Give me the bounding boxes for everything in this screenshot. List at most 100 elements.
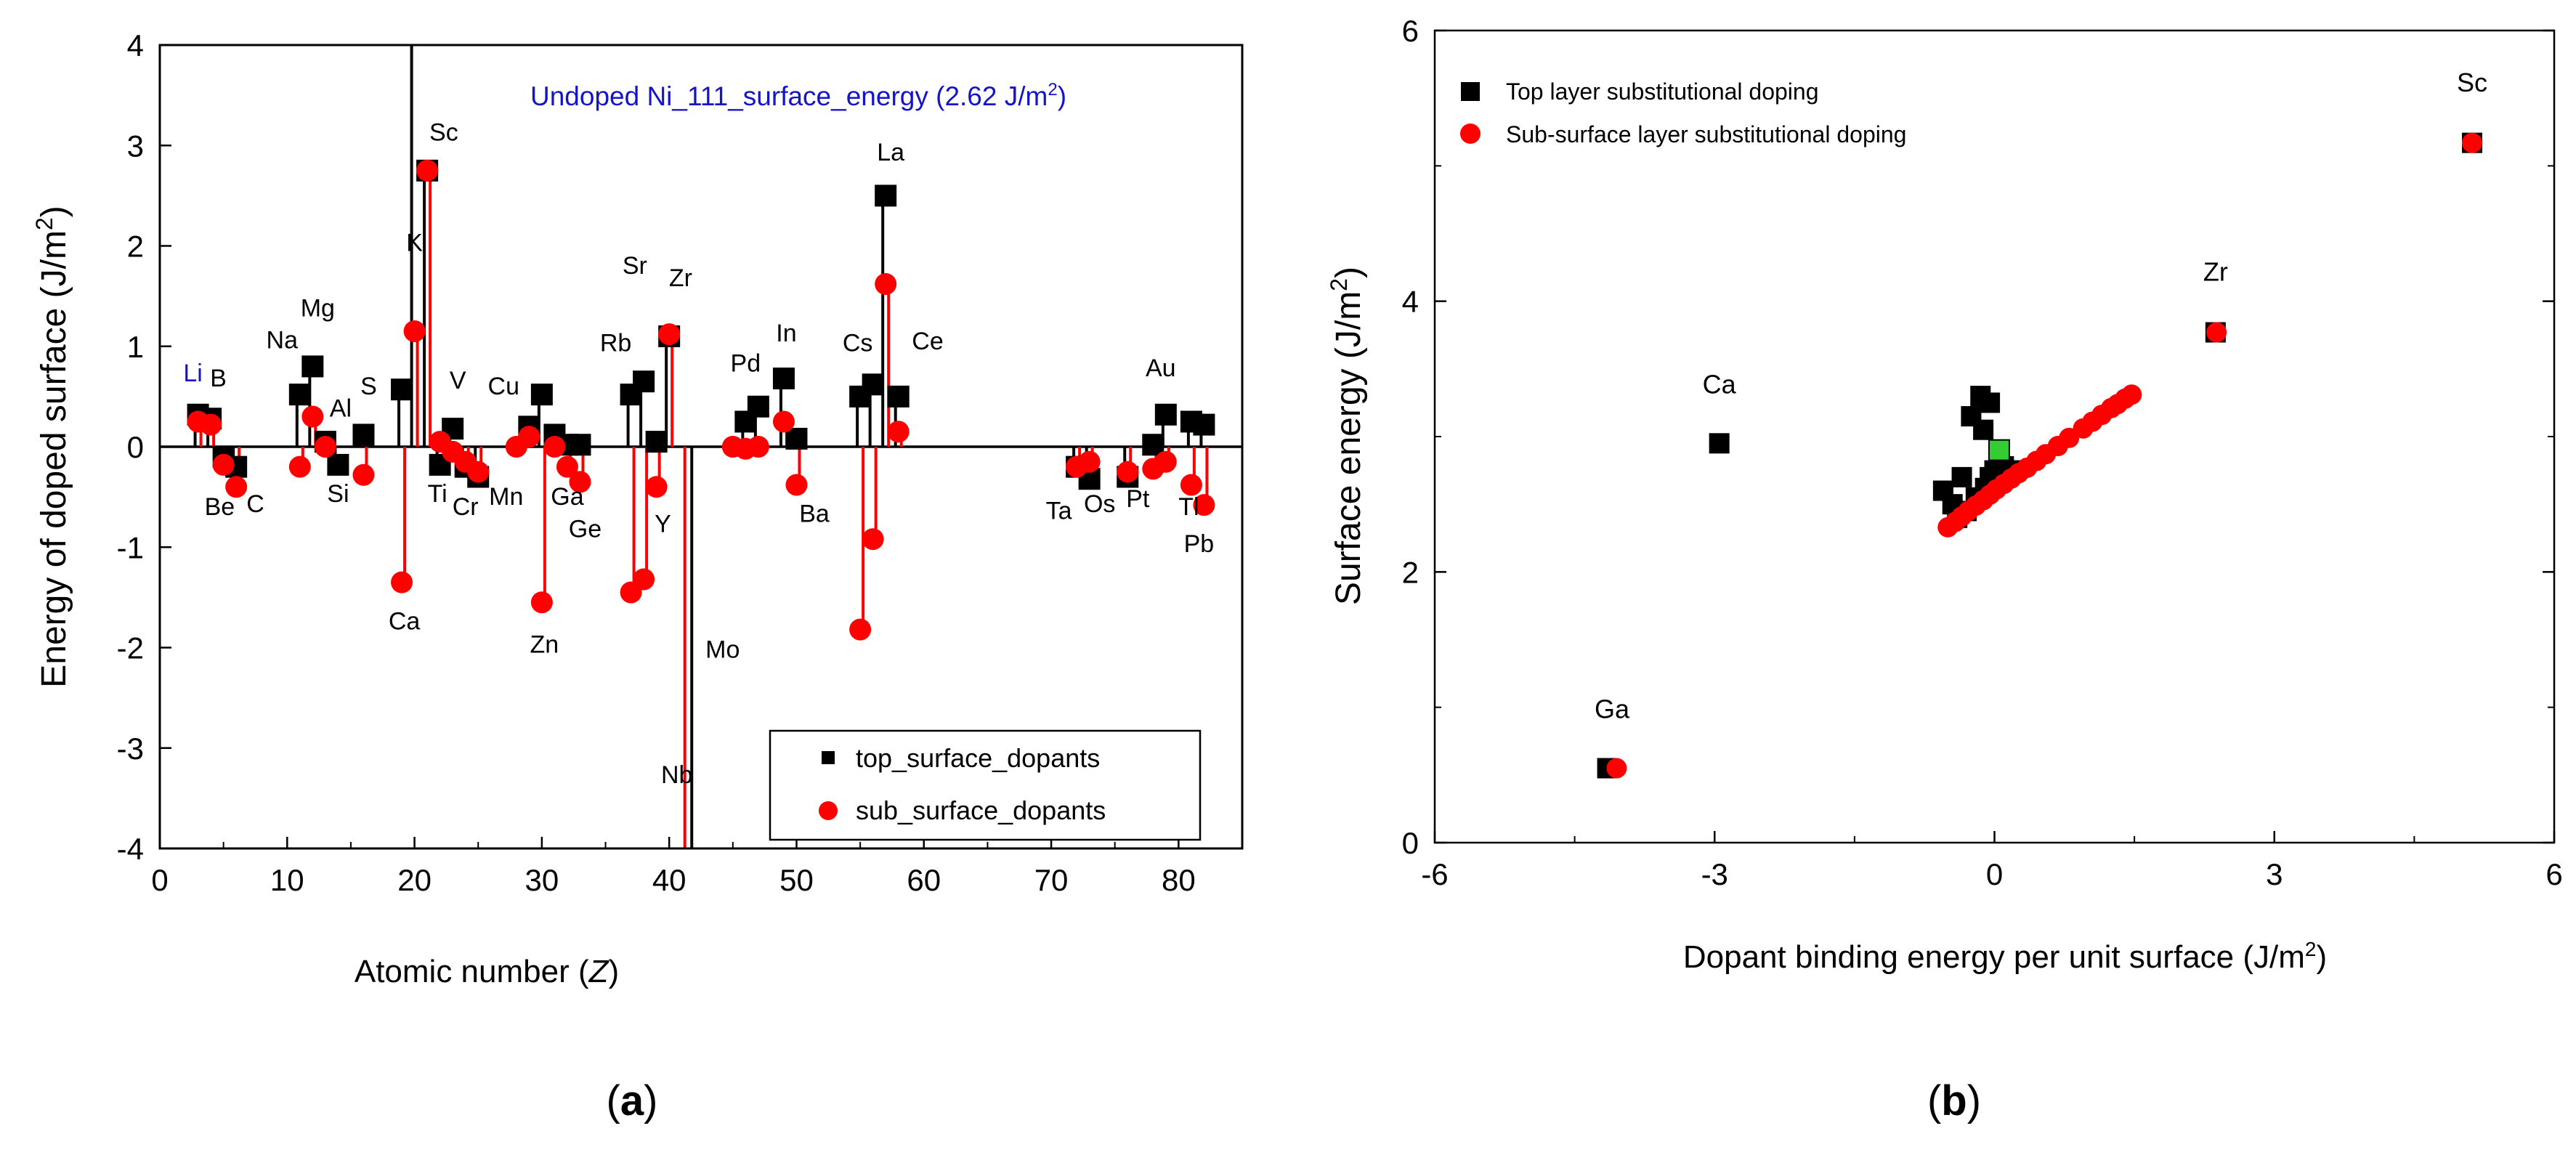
- panel-a-element-label: C: [246, 490, 264, 518]
- panel-a-element-label: Na: [267, 327, 299, 354]
- sub-dopant-point: [772, 410, 795, 433]
- sub-dopant-point: [1154, 450, 1177, 473]
- panel-a-element-label: Nb: [661, 761, 692, 789]
- panel-b-point-labels: Sc Zr Ca Ga: [1595, 68, 2487, 724]
- panel-a-element-label: Ge: [569, 515, 602, 543]
- panel-a-element-label: Be: [205, 493, 235, 521]
- sub-dopant-point: [645, 476, 668, 498]
- top-dopant-point: [391, 378, 413, 401]
- panel-b-legend-top-marker: [1461, 82, 1480, 101]
- sub-dopant-point: [862, 528, 884, 551]
- panel-a-y-tick-label: 3: [127, 129, 144, 163]
- sub-surface-point: [2206, 322, 2227, 343]
- top-dopant-point: [785, 427, 808, 450]
- top-dopant-point: [1193, 413, 1215, 436]
- sub-dopant-point: [288, 455, 311, 478]
- panel-a-element-label: Mo: [705, 636, 740, 663]
- panel-b-legend-sub-label: Sub-surface layer substitutional doping: [1506, 121, 1906, 147]
- top-dopant-point: [1142, 434, 1165, 456]
- sub-dopant-point: [352, 463, 375, 486]
- panel-a-legend-box: [769, 729, 1202, 841]
- sub-dopant-point: [785, 474, 808, 496]
- panel-a-element-label: Ca: [389, 608, 421, 636]
- panel-b-y-axis-label: Surface energy (J/m2): [1326, 267, 1368, 605]
- panel-a-y-tick-label: -4: [117, 832, 144, 866]
- panel-a-caption: (a): [607, 1077, 658, 1124]
- sub-dopant-point: [530, 591, 553, 614]
- sub-dopant-point: [658, 323, 681, 346]
- sub-dopant-point: [200, 413, 222, 436]
- top-dopant-point: [301, 355, 324, 378]
- panel-a-element-label: Os: [1084, 490, 1115, 518]
- sub-surface-point: [2121, 384, 2142, 405]
- panel-a-x-tick-label: 20: [397, 863, 432, 897]
- panel-a-axis-ticks: 0 10 20 30 40 50 60 70 80 -4 -3 -2 -1 0 1 2 3 4: [117, 28, 1196, 897]
- sub-surface-point: [1606, 758, 1627, 779]
- panel-a-element-label: Ce: [912, 328, 943, 355]
- sub-dopant-point: [543, 436, 566, 458]
- panel-a-element-label: Cu: [488, 373, 519, 400]
- top-dopant-point: [530, 384, 553, 406]
- panel-a-x-tick-label: 0: [151, 863, 168, 897]
- sub-dopant-point: [569, 471, 591, 493]
- panel-a-element-label: Al: [330, 395, 352, 423]
- panel-b-x-tick-label: 0: [1986, 857, 2003, 891]
- panel-a-element-label: Pt: [1126, 485, 1150, 513]
- panel-a-element-label: S: [360, 373, 377, 400]
- panel-a-element-label: Pd: [731, 349, 761, 377]
- top-dopant-point: [327, 453, 349, 476]
- panel-b-caption: (b): [1927, 1077, 1981, 1124]
- panel-b-x-tick-label: -3: [1701, 857, 1728, 891]
- panel-a-legend-top-label: top_surface_dopants: [856, 743, 1100, 773]
- panel-a-x-tick-label: 30: [525, 863, 559, 897]
- panel-b-element-label: Zr: [2203, 257, 2228, 287]
- panel-b-legend-sub-marker: [1460, 123, 1481, 144]
- top-dopant-point: [352, 423, 375, 446]
- panel-a-x-axis-label: Atomic number (Z): [355, 954, 619, 989]
- panel-a-element-label: Mg: [301, 294, 335, 322]
- panel-a-element-label: Zn: [530, 631, 559, 658]
- highlight-point: [1988, 439, 2010, 461]
- top-layer-point: [1951, 466, 1972, 487]
- panel-b-x-tick-label: 3: [2266, 857, 2283, 891]
- panel-a-element-label: Mn: [489, 483, 523, 511]
- panel-a-element-label: Ga: [551, 483, 583, 511]
- top-dopant-point: [772, 367, 795, 389]
- panel-a-y-axis-label: Energy of doped surface (J/m2): [31, 206, 73, 687]
- sub-dopant-point: [556, 455, 578, 478]
- panel-b-plot-frame: [1433, 29, 2556, 844]
- panel-a-y-tick-label: 1: [127, 330, 144, 364]
- panel-a-element-label: V: [450, 367, 466, 394]
- panel-a-element-label: Rb: [600, 330, 631, 357]
- top-dopant-point: [862, 373, 884, 396]
- top-layer-point: [1973, 419, 1994, 440]
- top-layer-point: [1980, 392, 2001, 413]
- panel-a-element-label: Y: [655, 511, 671, 538]
- sub-dopant-point: [314, 436, 336, 458]
- panel-a-y-tick-label: -1: [117, 530, 144, 564]
- panel-a-y-tick-label: 2: [127, 230, 144, 264]
- panel-b-marks: [1597, 132, 2482, 779]
- sub-dopant-point: [391, 571, 413, 593]
- sub-dopant-point: [1117, 461, 1139, 483]
- panel-a-plot-frame: [158, 44, 1244, 850]
- panel-a-legend-sub-label: sub_surface_dopants: [856, 795, 1106, 825]
- sub-surface-point: [2461, 132, 2482, 153]
- sub-dopant-point: [875, 273, 897, 296]
- panel-b-y-tick-label: 2: [1402, 555, 1419, 589]
- panel-b-element-label: Ga: [1595, 694, 1630, 724]
- panel-a-element-label: Sc: [429, 118, 458, 146]
- panel-a-legend-top-marker: [822, 751, 835, 764]
- panel-b-legend: Top layer substitutional doping Sub-surf…: [1460, 78, 1906, 147]
- top-dopant-point: [1154, 403, 1177, 426]
- panel-a-element-label: B: [210, 365, 227, 392]
- panel-b-x-axis-label: Dopant binding energy per unit surface (…: [1683, 938, 2327, 975]
- panel-a-legend: top_surface_dopants sub_surface_dopants: [769, 729, 1202, 841]
- sub-dopant-point: [887, 421, 910, 443]
- sub-dopant-point: [747, 436, 769, 458]
- panel-b-y-tick-label: 0: [1402, 826, 1419, 860]
- panel-a-element-label: Ta: [1046, 498, 1072, 525]
- sub-dopant-point: [403, 320, 426, 343]
